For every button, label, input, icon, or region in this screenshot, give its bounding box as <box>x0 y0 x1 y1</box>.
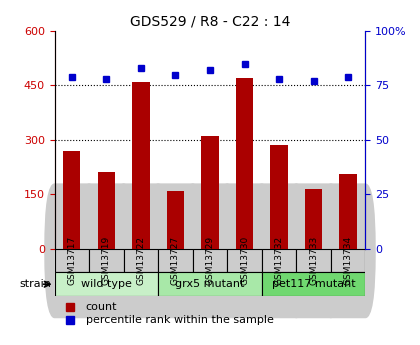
Bar <box>262 272 365 296</box>
Bar <box>227 249 262 272</box>
Bar <box>305 189 322 249</box>
Bar <box>297 249 331 272</box>
Text: grx5 mutant: grx5 mutant <box>175 279 245 289</box>
Text: GSM13722: GSM13722 <box>136 236 145 285</box>
FancyBboxPatch shape <box>217 183 272 318</box>
Text: wild type: wild type <box>81 279 132 289</box>
Bar <box>123 249 158 272</box>
Bar <box>193 249 227 272</box>
Text: GSM13734: GSM13734 <box>344 236 353 285</box>
Text: GSM13717: GSM13717 <box>67 236 76 285</box>
Text: GSM13733: GSM13733 <box>309 236 318 285</box>
Bar <box>63 151 81 249</box>
FancyBboxPatch shape <box>252 183 307 318</box>
FancyBboxPatch shape <box>148 183 203 318</box>
Bar <box>262 249 297 272</box>
FancyBboxPatch shape <box>113 183 168 318</box>
Text: count: count <box>86 302 117 312</box>
FancyBboxPatch shape <box>44 183 100 318</box>
FancyBboxPatch shape <box>320 183 376 318</box>
Text: GSM13727: GSM13727 <box>171 236 180 285</box>
FancyBboxPatch shape <box>182 183 238 318</box>
Bar <box>55 272 158 296</box>
Bar <box>89 249 123 272</box>
Bar <box>158 272 262 296</box>
FancyBboxPatch shape <box>286 183 341 318</box>
Bar <box>331 249 365 272</box>
Bar <box>339 174 357 249</box>
Bar <box>158 249 193 272</box>
Bar <box>201 136 219 249</box>
Text: GSM13729: GSM13729 <box>205 236 215 285</box>
Bar <box>55 249 89 272</box>
Bar <box>236 78 253 249</box>
FancyBboxPatch shape <box>79 183 134 318</box>
Text: strain: strain <box>19 279 51 289</box>
Title: GDS529 / R8 - C22 : 14: GDS529 / R8 - C22 : 14 <box>130 14 290 29</box>
Text: GSM13732: GSM13732 <box>275 236 284 285</box>
Bar <box>98 172 115 249</box>
Bar <box>132 82 150 249</box>
Bar <box>167 190 184 249</box>
Text: GSM13719: GSM13719 <box>102 236 111 285</box>
Text: percentile rank within the sample: percentile rank within the sample <box>86 315 273 325</box>
Text: GSM13730: GSM13730 <box>240 236 249 285</box>
Text: pet117 mutant: pet117 mutant <box>272 279 355 289</box>
Bar <box>270 145 288 249</box>
